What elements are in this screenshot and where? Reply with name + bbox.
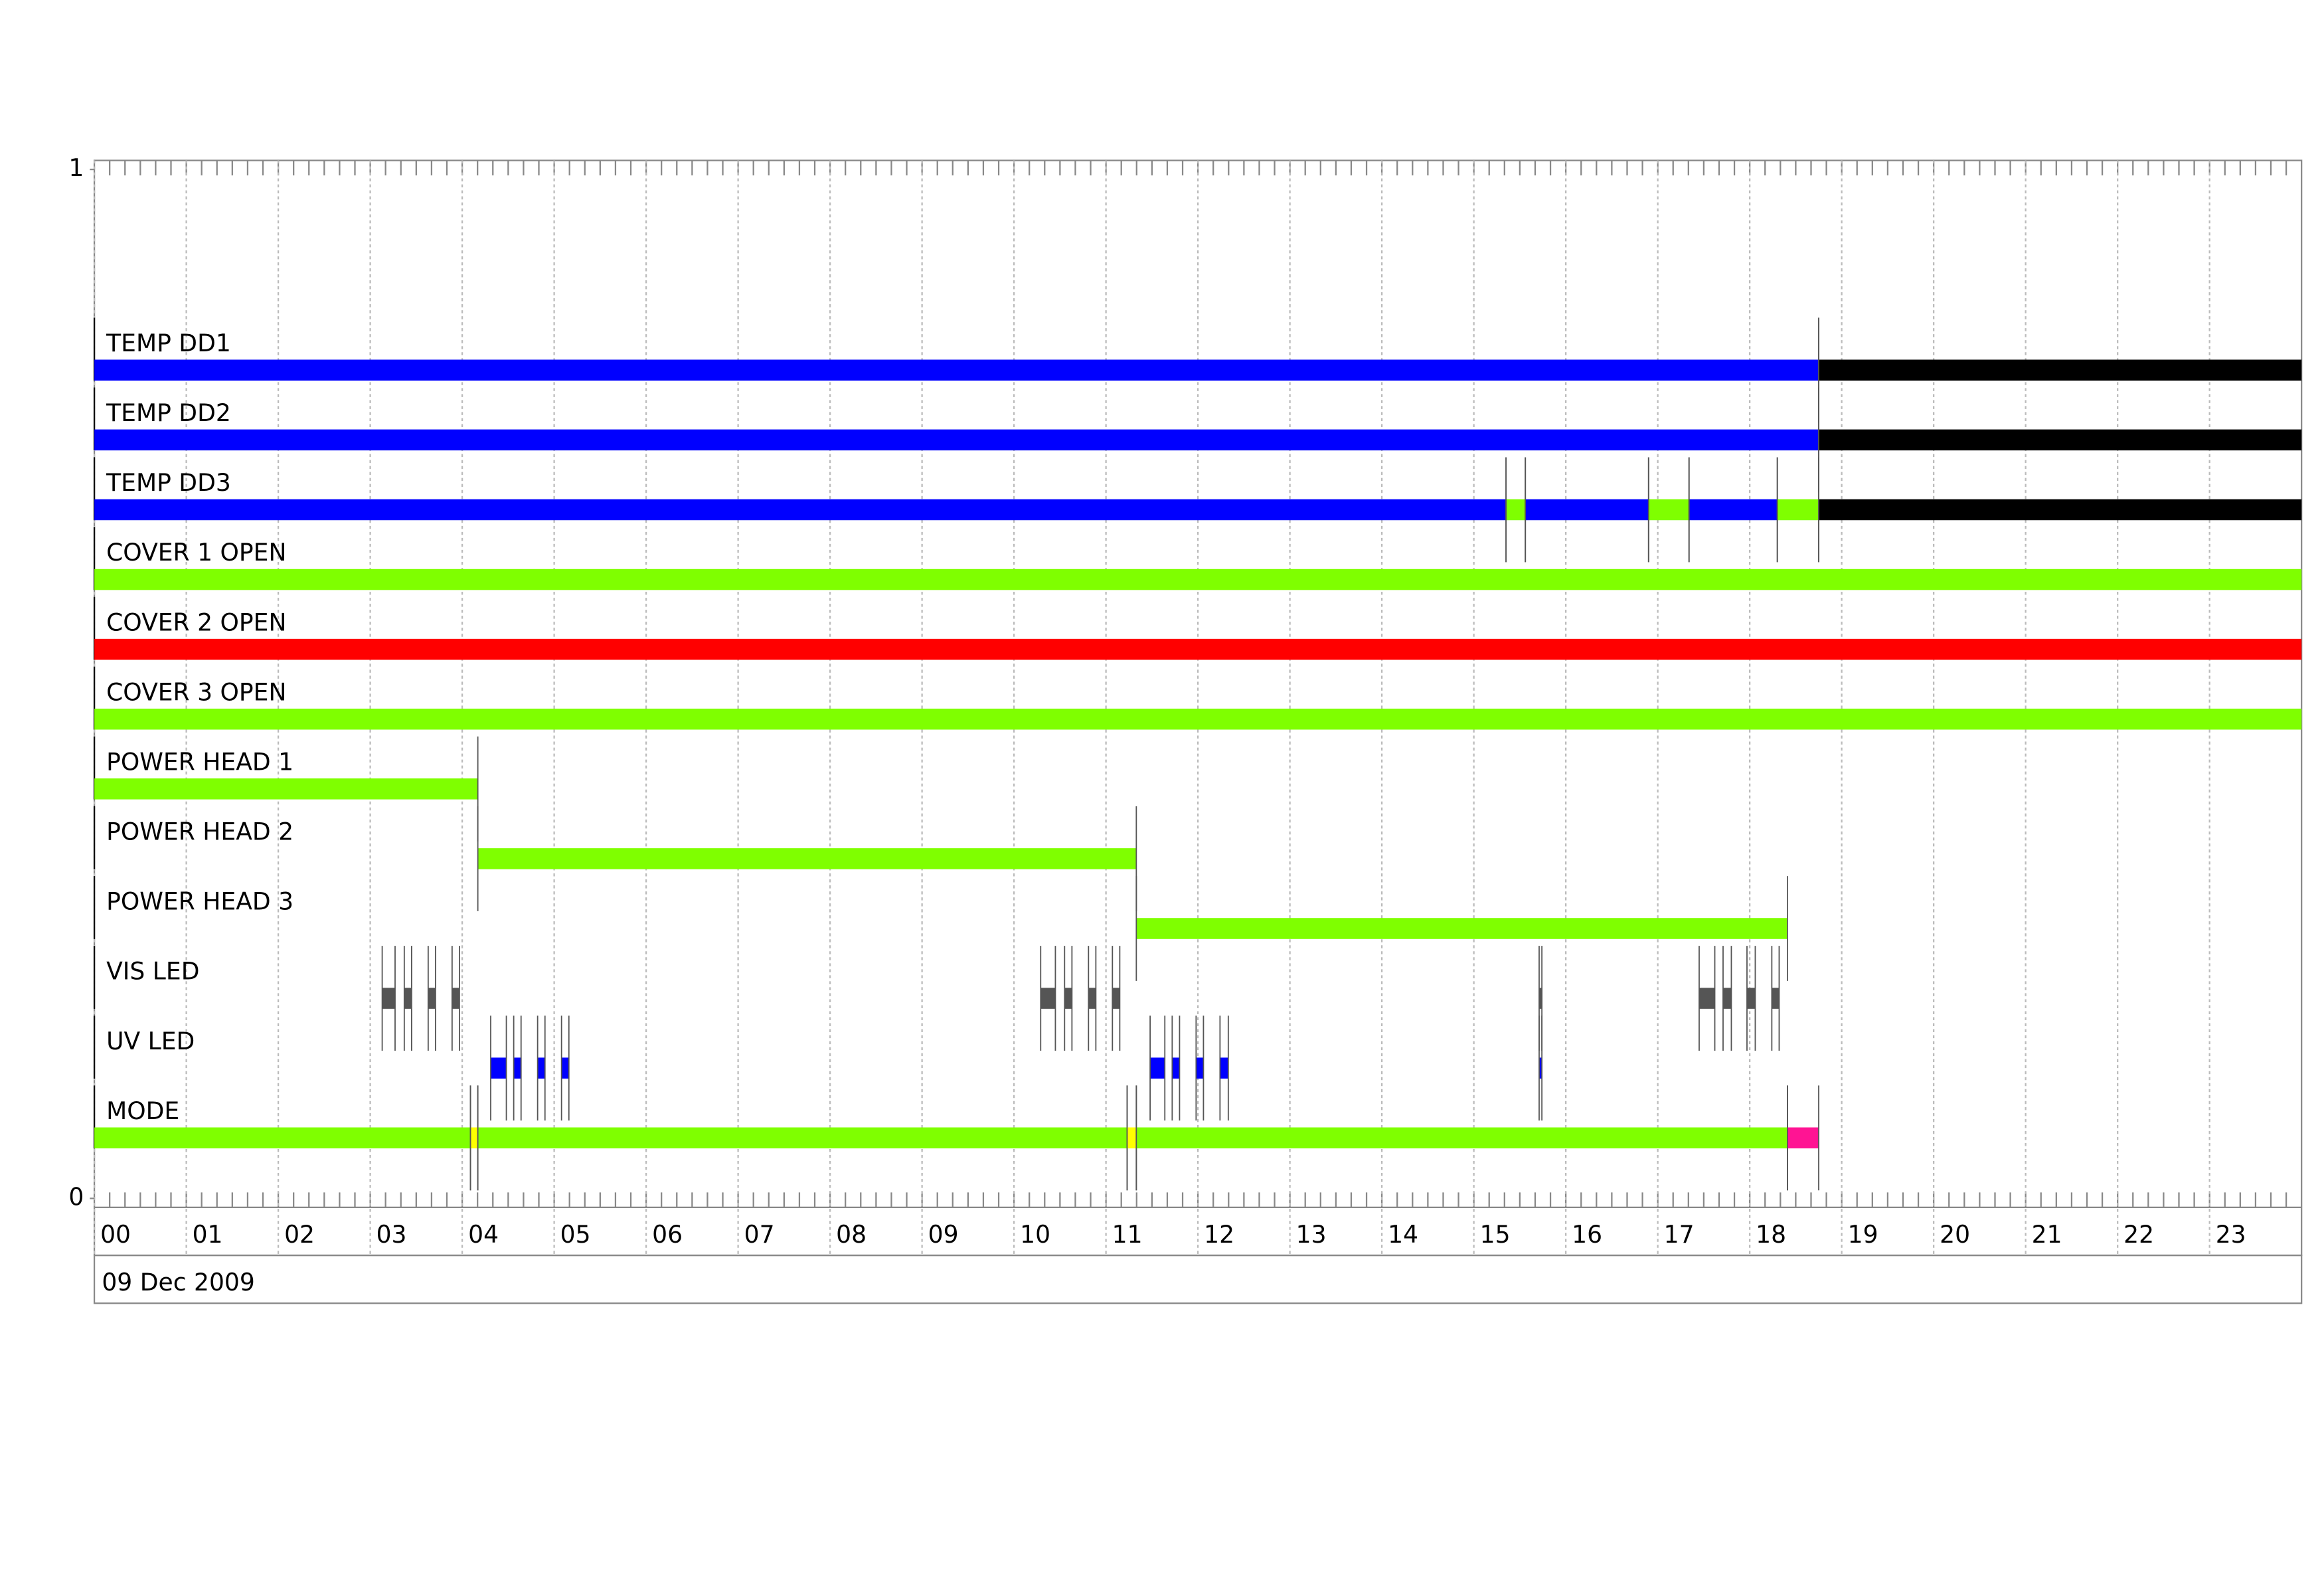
segment: [1172, 1057, 1180, 1079]
date-box: [93, 1254, 2303, 1304]
y-tick-label: 0: [68, 1183, 84, 1211]
x-tick-label: 21: [2032, 1221, 2062, 1249]
x-tick-label: 12: [1204, 1221, 1234, 1249]
y-tick-label: 1: [68, 154, 84, 182]
row-label: POWER HEAD 2: [106, 818, 293, 846]
segment: [94, 638, 2302, 660]
segment: [1538, 1057, 1542, 1079]
segment: [1648, 499, 1689, 521]
x-tick-label: 05: [560, 1221, 591, 1249]
row-label: VIS LED: [106, 958, 199, 986]
segment: [1525, 499, 1649, 521]
x-tick-label: 23: [2216, 1221, 2246, 1249]
segment: [491, 1057, 507, 1079]
row-label: COVER 2 OPEN: [106, 608, 286, 636]
x-tick-label: 03: [376, 1221, 407, 1249]
segment: [1127, 1127, 1137, 1149]
segment: [94, 569, 2302, 590]
segment: [1819, 499, 2302, 521]
x-tick-label: 13: [1296, 1221, 1327, 1249]
segment: [1064, 988, 1072, 1009]
segment: [1136, 1127, 1787, 1149]
row-label: TEMP DD3: [106, 469, 231, 497]
segment: [513, 1057, 521, 1079]
x-tick-label: 08: [836, 1221, 867, 1249]
segment: [1819, 359, 2302, 381]
segment: [561, 1057, 569, 1079]
x-tick-label: 20: [1940, 1221, 1970, 1249]
segment: [1699, 988, 1715, 1009]
segment: [404, 988, 412, 1009]
segment: [1196, 1057, 1204, 1079]
segment: [94, 1127, 471, 1149]
segment: [1112, 988, 1120, 1009]
row-label: COVER 3 OPEN: [106, 678, 286, 706]
segment: [94, 429, 1819, 451]
segment: [1777, 499, 1819, 521]
segment: [537, 1057, 545, 1079]
x-tick-label: 18: [1756, 1221, 1786, 1249]
x-tick-label: 04: [468, 1221, 499, 1249]
x-tick-label: 06: [652, 1221, 683, 1249]
segment: [1136, 918, 1787, 939]
x-tick-label: 19: [1848, 1221, 1878, 1249]
row-label: POWER HEAD 1: [106, 748, 293, 776]
row-label: COVER 1 OPEN: [106, 539, 286, 567]
x-tick-label: 15: [1480, 1221, 1511, 1249]
row-label: TEMP DD2: [106, 399, 231, 427]
segment: [1088, 988, 1096, 1009]
segment: [94, 708, 2302, 730]
segment: [1040, 988, 1056, 1009]
x-tick-label: 22: [2123, 1221, 2154, 1249]
x-tick-label: 14: [1388, 1221, 1418, 1249]
row-label: POWER HEAD 3: [106, 888, 293, 916]
row-label: UV LED: [106, 1027, 195, 1055]
segment: [1538, 988, 1542, 1009]
segment: [452, 988, 459, 1009]
segment: [1746, 988, 1756, 1009]
segment: [1689, 499, 1778, 521]
segment: [94, 499, 1507, 521]
segment: [1772, 988, 1780, 1009]
x-tick-label: 09: [928, 1221, 959, 1249]
segment: [477, 848, 1137, 869]
segment: [428, 988, 436, 1009]
x-tick-label: 01: [193, 1221, 223, 1249]
x-tick-label: 17: [1664, 1221, 1695, 1249]
x-tick-label: 16: [1572, 1221, 1602, 1249]
segment: [470, 1127, 478, 1149]
segment: [94, 778, 478, 800]
segment: [1819, 429, 2302, 451]
segment: [94, 359, 1819, 381]
segment: [1150, 1057, 1165, 1079]
segment: [1787, 1127, 1819, 1149]
segment: [477, 1127, 1127, 1149]
x-tick-label: 11: [1112, 1221, 1143, 1249]
segment: [1220, 1057, 1228, 1079]
x-tick-label: 10: [1020, 1221, 1050, 1249]
x-tick-label: 02: [284, 1221, 315, 1249]
row-label: TEMP DD1: [106, 329, 231, 357]
x-tick-label: 00: [100, 1221, 131, 1249]
row-label: MODE: [106, 1097, 179, 1125]
date-label: 09 Dec 2009: [102, 1269, 254, 1296]
segment: [1506, 499, 1526, 521]
segment: [382, 988, 395, 1009]
segment: [1722, 988, 1732, 1009]
x-tick-label: 07: [744, 1221, 775, 1249]
